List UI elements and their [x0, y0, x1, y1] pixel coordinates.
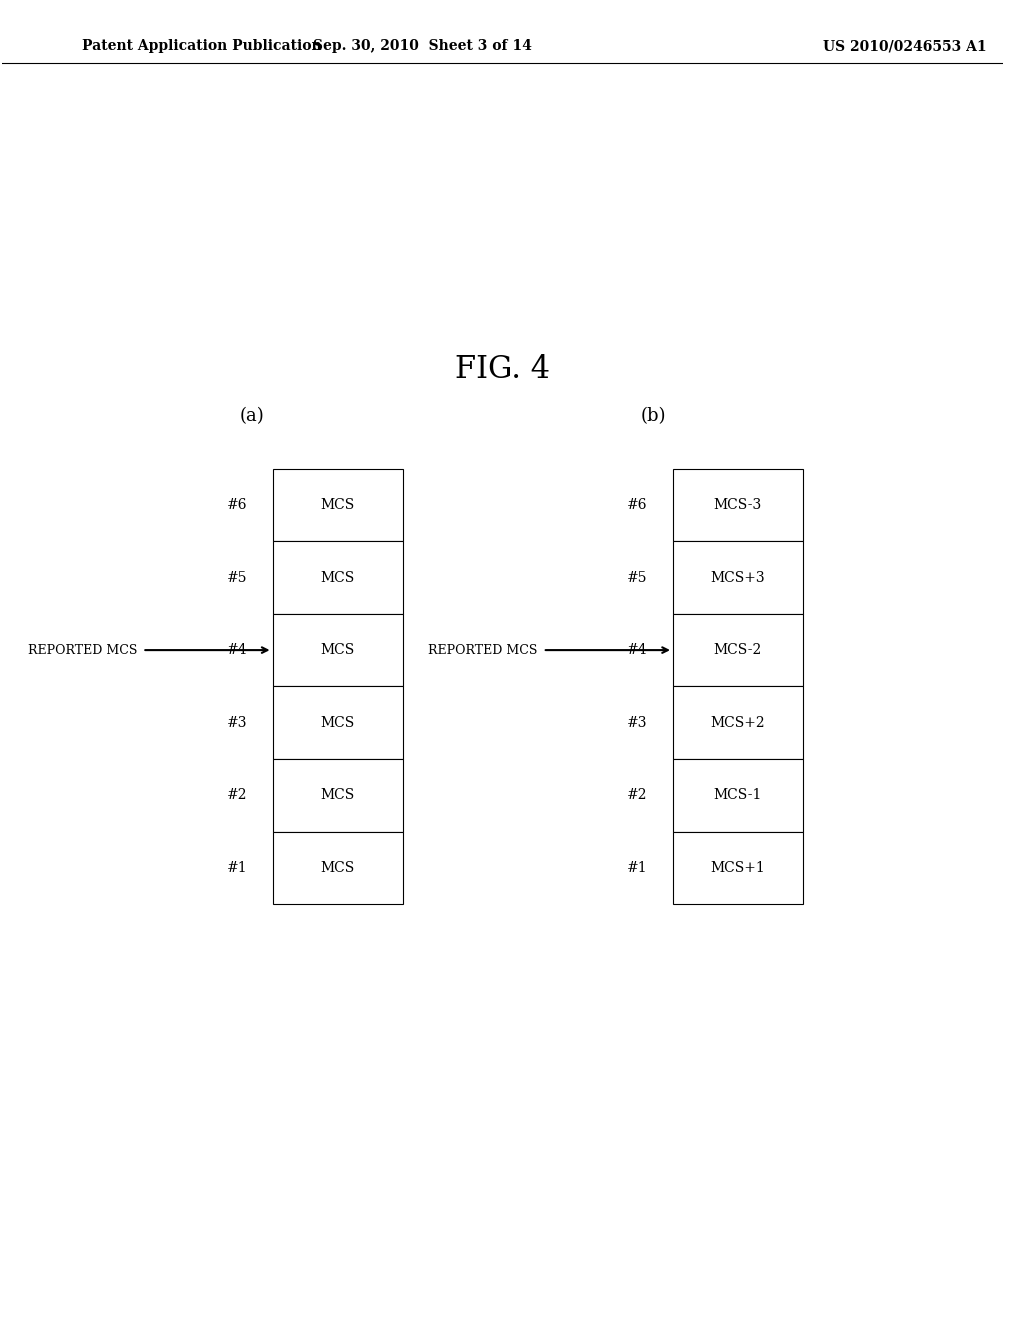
Text: FIG. 4: FIG. 4 — [456, 354, 550, 385]
Text: #6: #6 — [227, 498, 248, 512]
Text: MCS-2: MCS-2 — [714, 643, 762, 657]
Text: (b): (b) — [640, 407, 666, 425]
Text: #1: #1 — [227, 861, 248, 875]
Text: REPORTED MCS: REPORTED MCS — [28, 644, 137, 656]
Text: US 2010/0246553 A1: US 2010/0246553 A1 — [823, 40, 987, 53]
FancyBboxPatch shape — [272, 686, 402, 759]
Text: #2: #2 — [628, 788, 648, 803]
FancyBboxPatch shape — [272, 759, 402, 832]
Text: #4: #4 — [227, 643, 248, 657]
Text: MCS+3: MCS+3 — [711, 570, 765, 585]
Text: #5: #5 — [227, 570, 248, 585]
Text: MCS-1: MCS-1 — [714, 788, 762, 803]
FancyBboxPatch shape — [272, 614, 402, 686]
Text: #1: #1 — [628, 861, 648, 875]
FancyBboxPatch shape — [673, 759, 803, 832]
Text: MCS: MCS — [321, 715, 354, 730]
Text: #3: #3 — [227, 715, 248, 730]
Text: MCS+1: MCS+1 — [711, 861, 765, 875]
FancyBboxPatch shape — [272, 469, 402, 541]
Text: MCS: MCS — [321, 788, 354, 803]
FancyBboxPatch shape — [272, 541, 402, 614]
Text: #4: #4 — [628, 643, 648, 657]
FancyBboxPatch shape — [673, 686, 803, 759]
Text: (a): (a) — [240, 407, 265, 425]
Text: #6: #6 — [628, 498, 648, 512]
FancyBboxPatch shape — [272, 832, 402, 904]
Text: MCS: MCS — [321, 570, 354, 585]
Text: MCS: MCS — [321, 498, 354, 512]
Text: Sep. 30, 2010  Sheet 3 of 14: Sep. 30, 2010 Sheet 3 of 14 — [313, 40, 532, 53]
FancyBboxPatch shape — [673, 614, 803, 686]
Text: MCS-3: MCS-3 — [714, 498, 762, 512]
Text: MCS: MCS — [321, 861, 354, 875]
FancyBboxPatch shape — [673, 469, 803, 541]
Text: #5: #5 — [628, 570, 648, 585]
FancyBboxPatch shape — [673, 541, 803, 614]
FancyBboxPatch shape — [673, 832, 803, 904]
Text: REPORTED MCS: REPORTED MCS — [428, 644, 538, 656]
Text: Patent Application Publication: Patent Application Publication — [82, 40, 322, 53]
Text: MCS+2: MCS+2 — [711, 715, 765, 730]
Text: MCS: MCS — [321, 643, 354, 657]
Text: #3: #3 — [628, 715, 648, 730]
Text: #2: #2 — [227, 788, 248, 803]
